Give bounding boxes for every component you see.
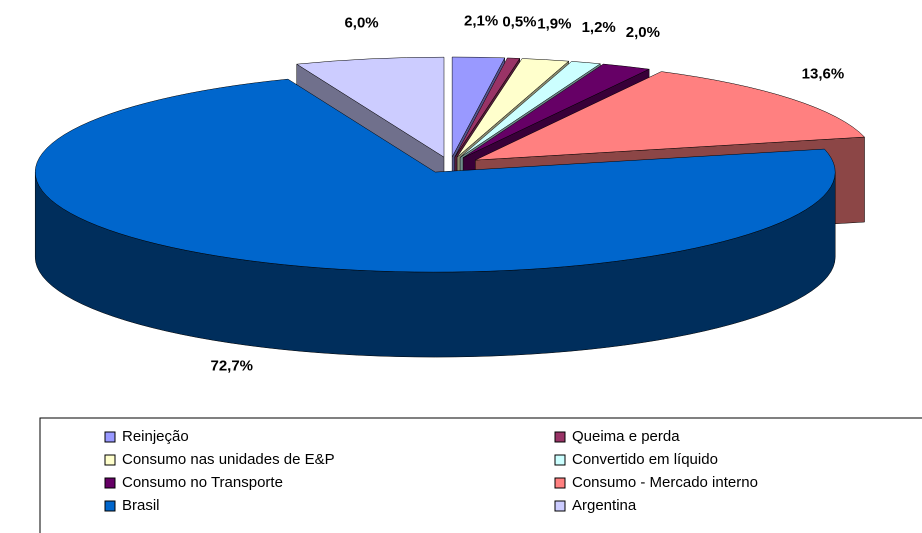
legend-swatch (554, 454, 566, 466)
value-label: 2,1% (464, 12, 498, 29)
legend-label: Consumo no Transporte (122, 474, 283, 491)
pie-slice (456, 58, 570, 158)
value-label: 0,5% (502, 13, 536, 30)
legend-label: Queima e perda (572, 428, 680, 445)
legend-swatch (554, 500, 566, 512)
pie-tops (34, 56, 866, 273)
value-label: 2,0% (626, 24, 660, 41)
pie-slice (475, 71, 866, 161)
value-labels: 2,1% 0,5% 1,9% 1,2% 2,0% 13,6% 72,7% 6,0% (210, 12, 844, 374)
legend-label: Reinjeção (122, 428, 189, 445)
value-label: 6,0% (344, 14, 378, 31)
legend-swatch (104, 431, 116, 443)
legend-box (39, 417, 922, 533)
legend-swatch (104, 477, 116, 489)
pie-slice (34, 78, 836, 273)
legend-label: Convertido em líquido (572, 451, 718, 468)
pie-slice (296, 56, 445, 158)
legend-swatch (554, 431, 566, 443)
value-label: 1,2% (582, 19, 616, 36)
legend-label: Brasil (122, 497, 160, 514)
pie-slice (459, 61, 602, 158)
legend-label: Consumo - Mercado interno (572, 474, 758, 491)
pie-slice (454, 57, 521, 158)
legend-swatch (104, 454, 116, 466)
legend-label: Argentina (572, 497, 637, 514)
legend-swatch (554, 477, 566, 489)
value-label: 13,6% (802, 65, 845, 82)
value-label: 1,9% (537, 15, 571, 32)
pie-slice (462, 63, 651, 158)
legend-label: Consumo nas unidades de E&P (122, 451, 335, 468)
value-label: 72,7% (210, 357, 253, 374)
pie-slice (451, 56, 506, 158)
legend-swatch (104, 500, 116, 512)
